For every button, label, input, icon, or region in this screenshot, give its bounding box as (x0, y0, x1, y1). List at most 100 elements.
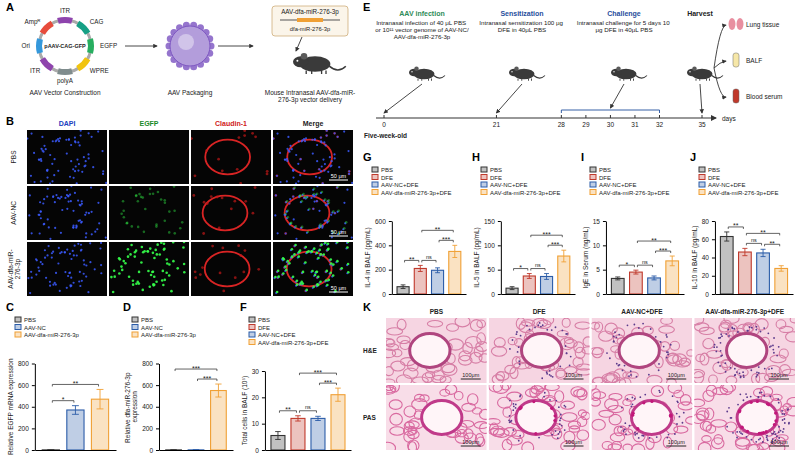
nucleus (31, 277, 33, 279)
claudin-signal (243, 134, 246, 137)
nucleus (323, 141, 325, 143)
tick-mark (389, 245, 392, 246)
scale-bar (666, 379, 686, 380)
mouse-tail (712, 76, 723, 79)
alveolus (582, 347, 590, 354)
error-bar (72, 406, 79, 415)
inflammatory-cell (520, 335, 522, 337)
egfp-signal (304, 261, 307, 264)
egfp-signal (314, 274, 317, 277)
nucleus (46, 176, 48, 178)
bar-chart-panel: FPBSDFEAAV-NC+DFEAAV-dfa-miR-276-3p+DFET… (240, 301, 352, 454)
panel-letter: A (6, 1, 14, 13)
egfp-signal (164, 202, 167, 205)
inflammatory-cell (644, 394, 646, 396)
inflammatory-cell (613, 335, 615, 337)
nucleus (348, 170, 350, 172)
legend-label: AAV-NC+DFE (599, 182, 636, 188)
egfp-signal (113, 275, 116, 278)
inflammatory-cell (618, 365, 620, 367)
egfp-signal (163, 199, 166, 202)
image-background (27, 186, 107, 240)
alveolus (713, 388, 728, 395)
plasmid-feature (36, 38, 43, 54)
tick-label: 30 (252, 368, 260, 375)
bar-chart-panel: GPBSDFEAAV-NC+DFEAAV-dfa-miR-276-3p+DFEI… (363, 151, 467, 298)
legend-swatch (699, 167, 705, 172)
inflammatory-cell (560, 414, 562, 416)
legend-label: AAV-NC+DFE (381, 182, 418, 188)
legend-label: AAV-NC+DFE (258, 332, 295, 338)
nucleus (80, 244, 82, 246)
alveolus (757, 443, 769, 450)
inflammatory-cell (741, 433, 743, 435)
inflammatory-cell (719, 337, 721, 339)
inflammatory-cell (520, 394, 522, 396)
nucleus (67, 195, 69, 197)
plasmid-feature (76, 21, 90, 35)
alveolus (403, 368, 418, 378)
claudin-signal (276, 276, 279, 279)
panel-a: AAmpᴿITRCAGEGFPWPREpolyAITROripAAV-CAG-G… (6, 1, 355, 104)
inflammatory-cell (771, 367, 773, 369)
nucleus (324, 163, 326, 165)
inflammatory-cell (526, 325, 528, 327)
nucleus (310, 197, 312, 199)
egfp-signal (327, 219, 330, 222)
nucleus (79, 285, 81, 287)
tick-mark (712, 239, 715, 240)
inflammatory-cell (629, 425, 631, 427)
inflammatory-cell (725, 333, 727, 335)
sig-label: ns (535, 262, 541, 268)
nucleus (284, 159, 286, 161)
alveolus (574, 389, 587, 396)
y-axis: 020406080 (702, 218, 716, 298)
nucleus (91, 233, 93, 235)
image-background (109, 130, 189, 184)
scale-bar-label: 100μm (565, 439, 582, 445)
arrow (384, 84, 422, 113)
nucleus (79, 204, 81, 206)
egfp-signal (129, 186, 132, 189)
egfp-signal (141, 196, 144, 199)
claudin-signal (221, 169, 224, 172)
egfp-signal (179, 227, 182, 230)
bar-chart-panel: IPBSDFEAAV-NC+DFEAAV-dfa-miR-276-3p+DFEI… (581, 151, 685, 298)
nucleus (100, 189, 102, 191)
inflammatory-cell (757, 396, 759, 398)
egfp-signal (285, 269, 288, 272)
nucleus (315, 176, 317, 178)
nucleus (338, 166, 340, 168)
claudin-signal (303, 169, 306, 172)
claudin-signal (304, 289, 307, 292)
inflammatory-cell (551, 329, 553, 331)
column-header: EGFP (139, 120, 158, 127)
column-header: AAV-dfa-miR-276-3p+DFE (705, 308, 784, 316)
mouse-tail (636, 76, 647, 79)
inflammatory-cell (569, 364, 571, 366)
x-axis (606, 294, 684, 295)
nucleus (329, 165, 331, 167)
nucleus (48, 226, 50, 228)
legend-label: AAV-dfa-miR-276-3p (24, 332, 80, 338)
claudin-signal (257, 268, 260, 271)
legend-label: DFE (258, 325, 270, 331)
nucleus (59, 252, 61, 254)
nucleus (87, 153, 89, 155)
sig-label: *** (542, 231, 550, 238)
y-tick: 0 (596, 291, 606, 298)
inflammatory-cell (551, 434, 553, 436)
nucleus (40, 261, 42, 263)
nucleus (57, 170, 59, 172)
legend-swatch (15, 325, 21, 330)
figure: AAmpᴿITRCAGEGFPWPREpolyAITROripAAV-CAG-G… (0, 0, 799, 458)
mouse-legs (306, 71, 326, 74)
inflammatory-cell (768, 368, 770, 370)
egfp-signal (155, 225, 158, 228)
inflammatory-cell (559, 365, 561, 367)
nucleus (76, 158, 78, 160)
y-tick: 10 (252, 420, 265, 427)
inflammatory-cell (614, 331, 616, 333)
nucleus (292, 170, 294, 172)
nucleus (74, 141, 76, 143)
